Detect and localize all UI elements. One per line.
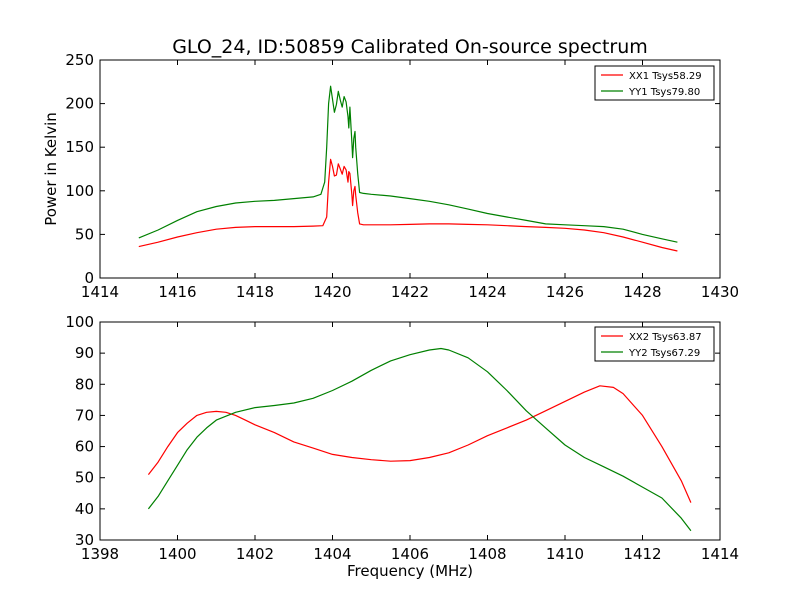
x-tick-label: 1408 xyxy=(468,545,506,563)
x-tick-label: 1412 xyxy=(623,545,661,563)
x-tick-label: 1402 xyxy=(236,545,274,563)
x-tick-label: 1418 xyxy=(236,283,274,301)
legend-label-2: YY1 Tsys79.80 xyxy=(628,87,700,98)
x-tick-label: 1416 xyxy=(158,283,196,301)
legend-box xyxy=(594,65,715,101)
series-line-2 xyxy=(138,85,678,243)
x-axis-label: Frequency (MHz) xyxy=(347,562,473,580)
x-tick-label: 1422 xyxy=(391,283,429,301)
legend-label-1: XX1 Tsys58.29 xyxy=(629,71,702,82)
y-tick-label: 90 xyxy=(75,344,94,362)
x-tick-label: 1406 xyxy=(391,545,429,563)
x-tick-label: 1414 xyxy=(81,283,119,301)
x-tick-label: 1414 xyxy=(701,545,739,563)
figure-title: GLO_24, ID:50859 Calibrated On-source sp… xyxy=(172,36,648,58)
x-tick-label: 1404 xyxy=(313,545,351,563)
series-line-2 xyxy=(147,347,692,532)
series-line-1 xyxy=(147,385,692,503)
y-tick-label: 250 xyxy=(65,51,94,69)
y-axis-label: Power in Kelvin xyxy=(42,112,60,226)
x-tick-label: 1430 xyxy=(701,283,739,301)
y-tick-label: 100 xyxy=(65,313,94,331)
x-tick-label: 1410 xyxy=(546,545,584,563)
y-tick-label: 0 xyxy=(84,269,94,287)
y-tick-label: 50 xyxy=(75,469,94,487)
y-tick-label: 40 xyxy=(75,500,94,518)
bottom-plot: 1398 1400 1402 1404 1406 1408 1410 1412 1414 30 40… xyxy=(65,313,739,580)
x-tick-label: 1428 xyxy=(623,283,661,301)
y-tick-label: 150 xyxy=(65,138,94,156)
legend-label-1: XX2 Tsys63.87 xyxy=(629,332,702,343)
top-plot: 1414 1416 1418 1420 1422 1424 1426 1428 1430 0 50 1… xyxy=(42,51,739,301)
x-tick-label: 1400 xyxy=(158,545,196,563)
legend-box xyxy=(594,326,715,362)
y-tick-label: 80 xyxy=(75,375,94,393)
y-tick-label: 60 xyxy=(75,438,94,456)
x-tick-label: 1420 xyxy=(313,283,351,301)
x-tick-label: 1398 xyxy=(81,545,119,563)
y-tick-label: 100 xyxy=(65,182,94,200)
x-tick-label: 1424 xyxy=(468,283,506,301)
y-tick-label: 200 xyxy=(65,95,94,113)
y-tick-label: 70 xyxy=(75,406,94,424)
y-tick-label: 30 xyxy=(75,531,94,549)
legend-label-2: YY2 Tsys67.29 xyxy=(628,348,700,359)
y-tick-label: 50 xyxy=(75,225,94,243)
x-tick-label: 1426 xyxy=(546,283,584,301)
series-line-1 xyxy=(138,158,678,252)
